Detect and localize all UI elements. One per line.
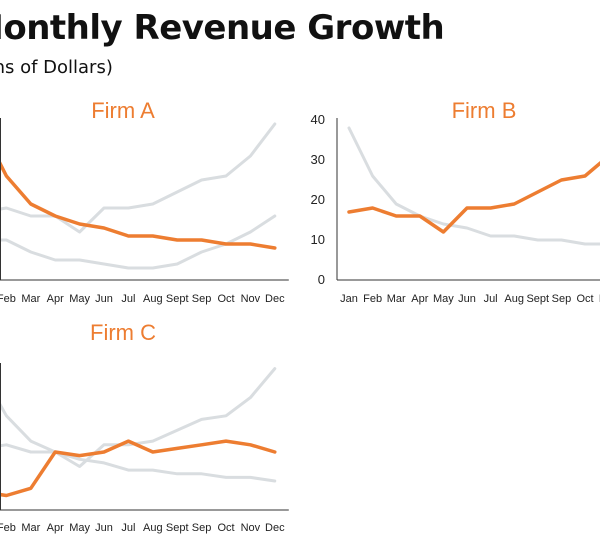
x-tick-label: Apr (411, 293, 428, 305)
x-tick-label: Nov (241, 293, 261, 305)
x-tick-label: Feb (0, 293, 16, 305)
highlight-series-line (347, 160, 600, 234)
x-tick-label: Jun (95, 293, 113, 305)
x-tick-label: Mar (21, 293, 40, 305)
chart-title: Firm B (452, 98, 517, 123)
muted-series-line-1 (0, 401, 277, 483)
x-tick-label: Feb (363, 293, 382, 305)
muted-series-line-1 (347, 126, 600, 246)
x-tick-label: May (69, 522, 90, 534)
chart-title: Firm A (91, 98, 155, 123)
x-tick-label: Sept (526, 293, 549, 305)
chart-panel-1: Firm AJanFebMarAprMayJunJulAugSeptSepOct… (0, 98, 289, 305)
x-tick-label: Aug (143, 293, 163, 305)
x-tick-label: Oct (217, 293, 234, 305)
y-tick-label: 20 (311, 192, 325, 207)
x-tick-label: Dec (265, 522, 285, 534)
muted-series-line-2 (0, 214, 277, 270)
y-tick-label: 0 (318, 272, 325, 287)
x-tick-label: Apr (47, 293, 64, 305)
x-tick-label: Mar (21, 522, 40, 534)
muted-series-line-1 (0, 122, 277, 234)
x-tick-label: Aug (143, 522, 163, 534)
x-tick-label: Sep (192, 293, 212, 305)
x-tick-label: Sep (552, 293, 572, 305)
page-title: Monthly Revenue Growth (0, 8, 445, 48)
x-tick-label: May (69, 293, 90, 305)
y-tick-label: 10 (311, 232, 325, 247)
x-tick-label: Jul (121, 522, 135, 534)
chart-title: Firm C (90, 320, 156, 345)
y-tick-label: 30 (311, 152, 325, 167)
muted-series-line-2 (0, 367, 277, 468)
x-tick-label: Feb (0, 522, 16, 534)
page-subtitle: (Millions of Dollars) (0, 57, 113, 78)
x-tick-label: Nov (241, 522, 261, 534)
highlight-series-line (0, 439, 277, 498)
x-tick-label: Sep (192, 522, 212, 534)
x-tick-label: Sept (166, 522, 189, 534)
x-tick-label: Oct (576, 293, 593, 305)
y-tick-label: 40 (311, 112, 325, 127)
x-tick-label: Jul (121, 293, 135, 305)
x-tick-label: Sept (166, 293, 189, 305)
x-tick-label: Jul (484, 293, 498, 305)
chart-panel-3: Firm CJanFebMarAprMayJunJulAugSeptSepOct… (0, 320, 289, 534)
x-tick-label: May (433, 293, 454, 305)
x-tick-label: Apr (47, 522, 64, 534)
x-tick-label: Oct (217, 522, 234, 534)
x-tick-label: Jun (95, 522, 113, 534)
x-tick-label: Jun (458, 293, 476, 305)
x-tick-label: Aug (504, 293, 524, 305)
highlight-series-line (0, 159, 277, 250)
x-tick-label: Nov (599, 293, 600, 305)
x-tick-label: Dec (265, 293, 285, 305)
x-tick-label: Jan (340, 293, 358, 305)
x-tick-label: Mar (387, 293, 406, 305)
